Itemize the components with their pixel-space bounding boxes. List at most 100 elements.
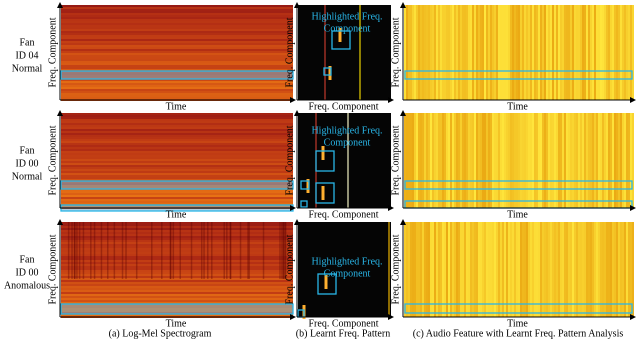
highlight-box bbox=[300, 200, 308, 208]
feature-stripe bbox=[604, 5, 606, 100]
feature-stripe bbox=[448, 113, 450, 208]
feature-map bbox=[404, 222, 634, 317]
spectrogram-band bbox=[61, 83, 293, 85]
feature-stripe bbox=[504, 113, 506, 208]
feature-stripe bbox=[502, 5, 504, 100]
feature-stripe bbox=[630, 222, 632, 317]
spectrogram-streak bbox=[78, 222, 81, 279]
spectrogram-band bbox=[61, 33, 293, 35]
feature-stripe bbox=[626, 222, 628, 317]
spectrogram-band bbox=[61, 141, 293, 143]
spectrogram-band bbox=[61, 238, 293, 240]
feature-stripe bbox=[614, 222, 616, 317]
spectrogram-band bbox=[61, 5, 293, 7]
feature-stripe bbox=[486, 5, 488, 100]
feature-stripe bbox=[580, 222, 582, 317]
spectrogram-streak bbox=[73, 222, 76, 279]
feature-stripe bbox=[472, 113, 474, 208]
spectrogram-band bbox=[61, 234, 293, 236]
feature-stripe bbox=[532, 222, 534, 317]
feature-stripe bbox=[530, 222, 532, 317]
feature-stripe bbox=[418, 5, 420, 100]
y-axis-label: Freq. Component bbox=[47, 17, 58, 87]
feature-stripe bbox=[500, 5, 502, 100]
feature-stripe bbox=[564, 222, 566, 317]
x-axis-label: Freq. Component bbox=[309, 101, 379, 112]
feature-stripe bbox=[526, 222, 528, 317]
spectrogram-band bbox=[61, 143, 293, 145]
feature-stripe bbox=[480, 222, 482, 317]
spectrogram-band bbox=[61, 199, 293, 201]
spectrogram-band bbox=[61, 232, 293, 234]
spectrogram-band bbox=[61, 63, 293, 65]
spectrogram-band bbox=[61, 177, 293, 179]
feature-stripe bbox=[544, 222, 546, 317]
feature-stripe bbox=[508, 222, 510, 317]
row-label: ID 00 bbox=[15, 158, 38, 169]
feature-stripe bbox=[502, 222, 504, 317]
feature-stripe bbox=[616, 222, 618, 317]
spectrogram-band bbox=[61, 23, 293, 25]
feature-stripe bbox=[558, 222, 560, 317]
feature-stripe bbox=[588, 113, 590, 208]
spectrogram-streak bbox=[284, 222, 287, 279]
highlight-box bbox=[331, 30, 351, 50]
spectrogram-streak bbox=[76, 222, 78, 279]
feature-stripe bbox=[436, 113, 438, 208]
spectrogram-band bbox=[61, 69, 293, 71]
row-label: Fan bbox=[20, 145, 35, 156]
spectrogram-band bbox=[61, 270, 293, 272]
spectrogram-band bbox=[61, 137, 293, 139]
feature-stripe bbox=[582, 113, 584, 208]
feature-stripe bbox=[572, 222, 574, 317]
highlight-band bbox=[61, 304, 293, 314]
feature-stripe bbox=[486, 113, 488, 208]
spectrogram-band bbox=[61, 117, 293, 119]
spectrogram-band bbox=[61, 43, 293, 45]
feature-stripe bbox=[524, 113, 526, 208]
feature-stripe bbox=[444, 222, 446, 317]
feature-stripe bbox=[500, 222, 502, 317]
row-label: Fan bbox=[20, 254, 35, 265]
feature-stripe bbox=[414, 5, 416, 100]
feature-stripe bbox=[606, 222, 608, 317]
feature-stripe bbox=[434, 222, 436, 317]
feature-stripe bbox=[448, 222, 450, 317]
feature-stripe bbox=[444, 5, 446, 100]
y-axis-label: Freq. Component bbox=[284, 125, 295, 195]
feature-stripe bbox=[418, 113, 420, 208]
feature-stripe bbox=[410, 222, 412, 317]
feature-stripe bbox=[438, 222, 440, 317]
row-label: Fan bbox=[20, 37, 35, 48]
highlight-box bbox=[404, 180, 633, 190]
spectrogram-band bbox=[61, 250, 293, 252]
spectrogram-streak bbox=[279, 222, 281, 279]
feature-stripe bbox=[514, 5, 516, 100]
feature-stripe bbox=[594, 113, 596, 208]
feature-stripe bbox=[476, 222, 478, 317]
spectrogram-band bbox=[61, 292, 293, 294]
feature-stripe bbox=[546, 5, 548, 100]
feature-stripe bbox=[574, 222, 576, 317]
feature-stripe bbox=[582, 5, 584, 100]
feature-stripe bbox=[520, 113, 522, 208]
highlight-box bbox=[315, 182, 335, 204]
feature-stripe bbox=[510, 5, 512, 100]
feature-stripe bbox=[624, 222, 626, 317]
feature-stripe bbox=[516, 113, 518, 208]
feature-stripe bbox=[554, 5, 556, 100]
spectrogram-band bbox=[61, 67, 293, 69]
feature-stripe bbox=[464, 222, 466, 317]
spectrogram-band bbox=[61, 25, 293, 27]
feature-stripe bbox=[590, 113, 592, 208]
feature-stripe bbox=[416, 113, 418, 208]
feature-stripe bbox=[420, 5, 422, 100]
feature-stripe bbox=[518, 113, 520, 208]
feature-stripe bbox=[454, 222, 456, 317]
feature-stripe bbox=[592, 113, 594, 208]
spectrogram-band bbox=[61, 65, 293, 67]
feature-stripe bbox=[494, 5, 496, 100]
spectrogram-band bbox=[61, 268, 293, 270]
feature-stripe bbox=[588, 5, 590, 100]
feature-stripe bbox=[464, 113, 466, 208]
